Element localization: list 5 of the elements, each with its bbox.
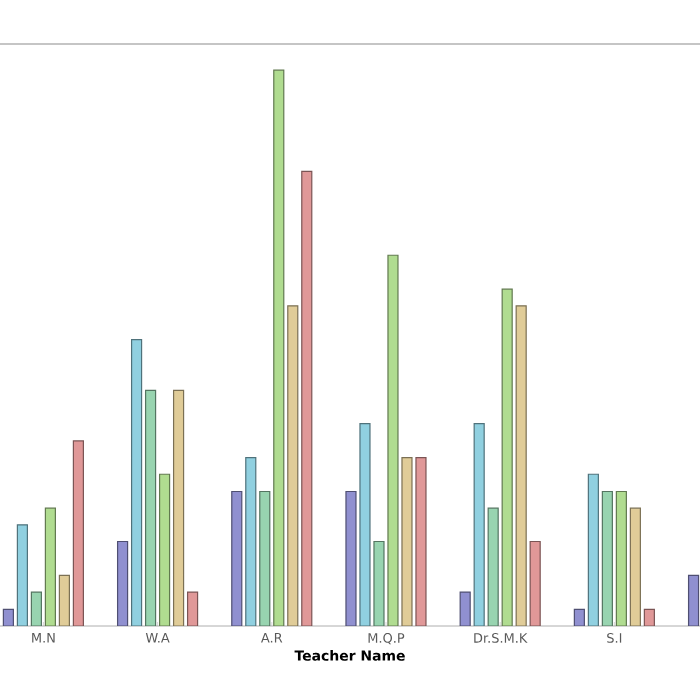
bar [287, 305, 299, 626]
bar [515, 305, 527, 626]
bar [273, 69, 285, 626]
bar [130, 339, 143, 626]
bar [301, 170, 313, 626]
